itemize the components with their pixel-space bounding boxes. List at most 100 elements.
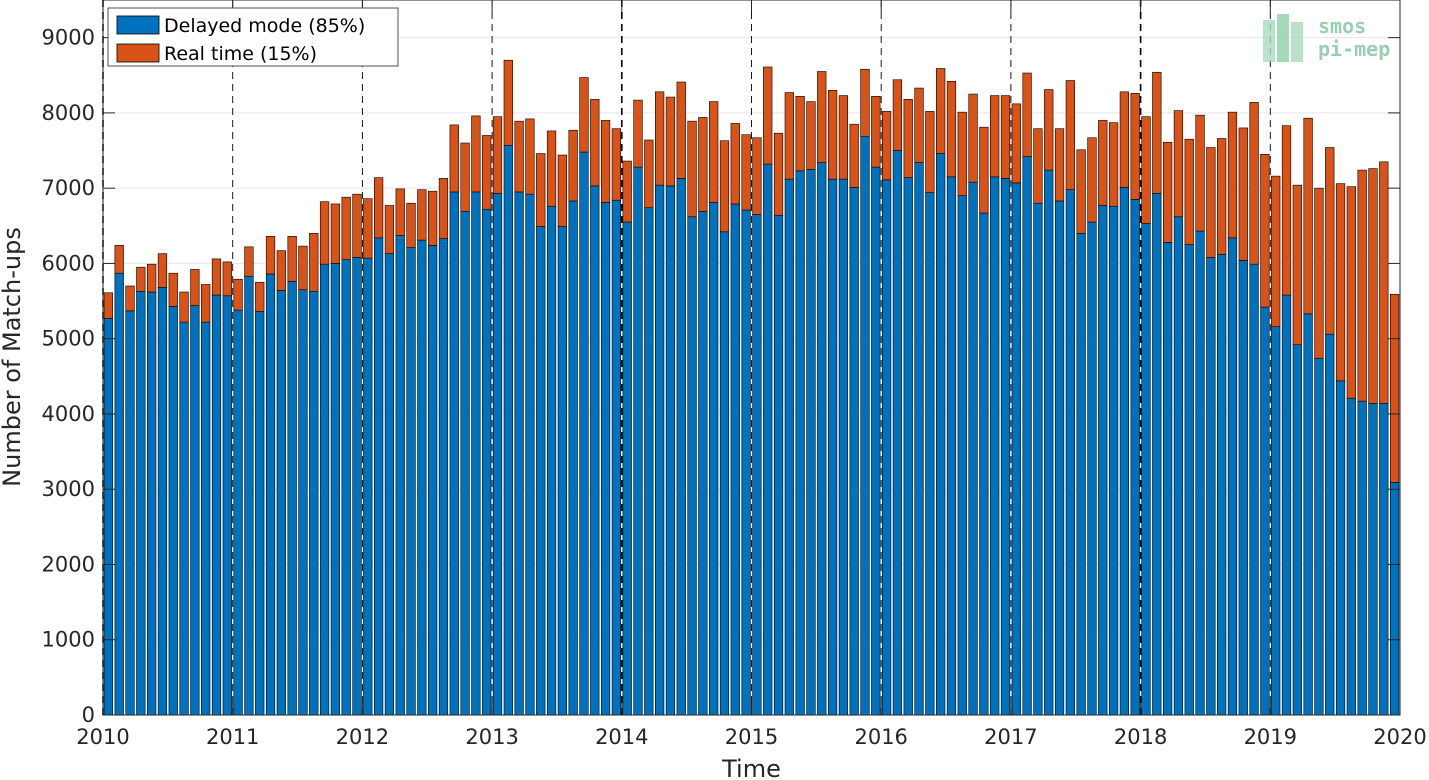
bar-delayed	[1184, 244, 1194, 716]
bar-realtime	[287, 236, 297, 282]
bar-delayed	[265, 273, 276, 716]
bar-delayed	[125, 310, 135, 716]
bar-delayed	[1195, 230, 1205, 716]
bar-delayed	[719, 231, 730, 716]
bar-delayed	[665, 185, 676, 716]
bar-delayed	[417, 239, 427, 716]
bar-realtime	[730, 123, 740, 205]
bar-delayed	[914, 162, 924, 716]
bar-realtime	[384, 205, 395, 254]
bar-delayed	[1303, 313, 1313, 716]
bar-delayed	[136, 290, 146, 716]
y-axis-label: Number of Match-ups	[0, 227, 26, 487]
smos-pimep-logo: smos pi-mep	[1263, 14, 1390, 62]
y-tick-label: 1000	[42, 628, 95, 652]
bar-realtime	[600, 120, 611, 203]
bar-realtime	[925, 111, 935, 193]
bar-realtime	[579, 77, 589, 153]
bar-realtime	[482, 135, 492, 210]
bar-delayed	[892, 150, 903, 716]
legend-label-realtime: Real time (15%)	[164, 43, 317, 65]
bar-realtime	[655, 91, 665, 186]
bar-realtime	[784, 92, 794, 180]
bar-realtime	[1389, 293, 1400, 483]
bar-delayed	[179, 321, 189, 716]
x-tick-label: 2013	[465, 725, 518, 749]
bar-delayed	[1000, 178, 1011, 716]
bar-realtime	[1108, 122, 1119, 207]
bar-delayed	[763, 163, 773, 716]
bar-realtime	[233, 278, 243, 311]
bar-delayed	[676, 178, 686, 716]
bar-realtime	[492, 116, 503, 194]
bar-realtime	[676, 81, 686, 179]
bar-delayed	[428, 245, 438, 716]
bar-realtime	[633, 99, 643, 168]
bar-delayed	[946, 176, 957, 716]
bar-realtime	[1173, 110, 1184, 218]
bar-realtime	[1065, 80, 1075, 190]
bar-delayed	[1314, 357, 1324, 716]
bar-realtime	[514, 120, 524, 193]
bar-realtime	[687, 120, 697, 218]
bar-realtime	[1044, 89, 1054, 171]
bar-realtime	[568, 129, 578, 202]
bar-realtime	[1022, 72, 1032, 157]
bar-realtime	[1162, 141, 1173, 243]
bar-realtime	[1357, 169, 1367, 402]
bar-delayed	[514, 191, 524, 716]
bar-realtime	[449, 124, 459, 193]
x-tick-label: 2014	[595, 725, 648, 749]
bar-delayed	[1173, 216, 1184, 716]
bar-delayed	[622, 221, 632, 716]
bar-realtime	[795, 96, 805, 172]
bar-delayed	[1152, 193, 1162, 716]
bar-realtime	[590, 99, 600, 187]
y-tick-label: 3000	[42, 477, 95, 501]
bar-delayed	[352, 257, 362, 716]
bar-delayed	[471, 191, 481, 716]
x-tick-label: 2020	[1373, 725, 1426, 749]
x-tick-label: 2010	[76, 725, 129, 749]
bar-realtime	[190, 269, 200, 306]
bar-realtime	[406, 202, 416, 248]
bar-delayed	[363, 257, 373, 716]
bar-delayed	[968, 181, 978, 716]
bar-delayed	[773, 214, 784, 716]
bar-delayed	[1389, 482, 1400, 716]
bar-delayed	[1054, 200, 1065, 716]
bar-delayed	[644, 207, 654, 716]
bar-realtime	[611, 128, 622, 201]
bar-realtime	[849, 123, 859, 188]
bar-realtime	[719, 140, 730, 233]
bar-realtime	[1281, 125, 1292, 296]
bar-delayed	[1206, 257, 1216, 716]
bar-realtime	[763, 66, 773, 165]
bar-delayed	[1087, 221, 1097, 716]
y-tick-label: 8000	[42, 101, 95, 125]
bar-delayed	[103, 318, 114, 716]
legend-swatch-delayed	[116, 15, 160, 35]
bar-realtime	[276, 250, 286, 291]
bar-realtime	[881, 111, 892, 181]
x-tick-label: 2012	[336, 725, 389, 749]
bar-realtime	[1087, 137, 1097, 223]
bar-realtime	[557, 154, 567, 227]
bar-delayed	[1119, 187, 1130, 716]
bar-delayed	[709, 202, 719, 716]
bar-realtime	[103, 292, 114, 319]
y-tick-label: 6000	[42, 251, 95, 275]
logo-text-line1: smos	[1318, 14, 1366, 38]
bar-realtime	[698, 117, 708, 212]
bar-realtime	[536, 153, 546, 227]
bar-delayed	[298, 289, 308, 716]
bar-delayed	[990, 176, 1000, 716]
bar-delayed	[806, 169, 816, 716]
bar-realtime	[946, 80, 957, 178]
bar-delayed	[536, 226, 546, 716]
x-tick-label: 2015	[725, 725, 778, 749]
bar-realtime	[1141, 116, 1151, 224]
bar-delayed	[525, 193, 535, 716]
bar-delayed	[222, 295, 232, 716]
bar-realtime	[157, 253, 168, 288]
